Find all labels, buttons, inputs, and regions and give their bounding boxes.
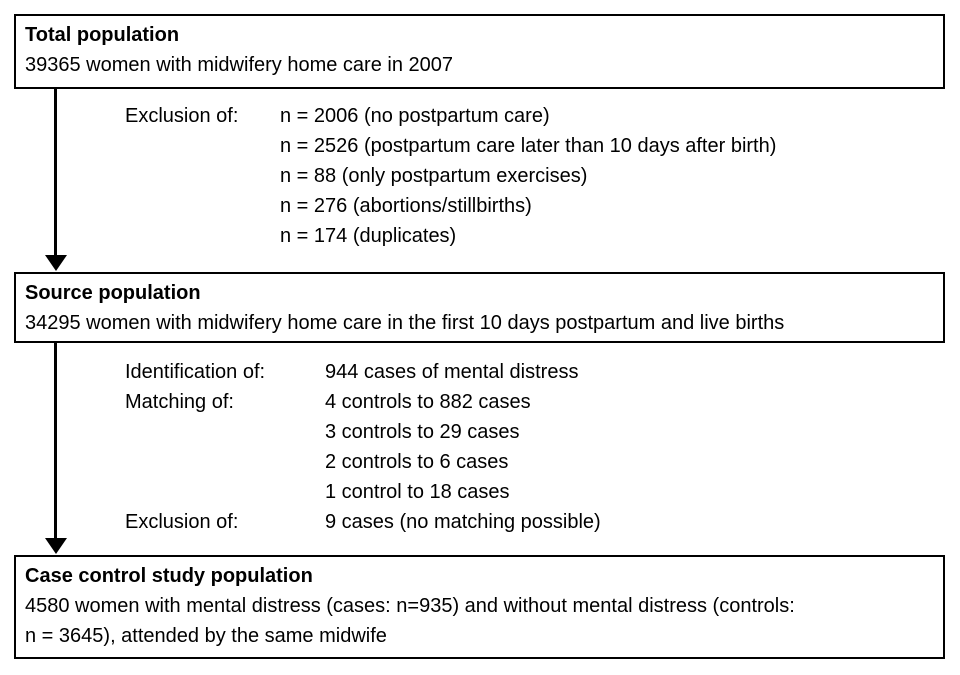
box-title: Total population <box>25 24 180 46</box>
box-body-line: 4580 women with mental distress (cases: … <box>25 595 795 617</box>
down-arrow-head-icon <box>45 255 67 271</box>
total-population-box: Total population 39365 women with midwif… <box>14 14 945 89</box>
matching-annotation-block: Identification of: 944 cases of mental d… <box>125 357 601 537</box>
annotation-label: Identification of: <box>125 361 266 383</box>
box-body-line: 39365 women with midwifery home care in … <box>25 54 453 76</box>
box-body-line: 34295 women with midwifery home care in … <box>25 312 785 334</box>
annotation-label <box>125 131 280 161</box>
annotation-label: Matching of: <box>125 391 234 413</box>
annotation-value: n = 276 (abortions/stillbirths) <box>280 195 532 217</box>
annotation-label <box>125 447 325 477</box>
exclusion-annotation-block: Exclusion of: n = 2006 (no postpartum ca… <box>125 101 776 251</box>
annotation-label <box>125 221 280 251</box>
box-body-line: n = 3645), attended by the same midwife <box>25 625 387 647</box>
down-arrow-head-icon <box>45 538 67 554</box>
case-control-population-box: Case control study population 4580 women… <box>14 555 945 659</box>
source-population-box: Source population 34295 women with midwi… <box>14 272 945 343</box>
annotation-value: 944 cases of mental distress <box>325 361 579 383</box>
annotation-value: 4 controls to 882 cases <box>325 391 531 413</box>
annotation-label: Exclusion of: <box>125 511 239 533</box>
annotation-value: n = 174 (duplicates) <box>280 225 457 247</box>
annotation-value: 2 controls to 6 cases <box>325 451 509 473</box>
annotation-label <box>125 191 280 221</box>
box-title: Case control study population <box>25 565 313 587</box>
annotation-value: 1 control to 18 cases <box>325 481 510 503</box>
box-title: Source population <box>25 282 201 304</box>
annotation-value: n = 88 (only postpartum exercises) <box>280 165 588 187</box>
down-arrow <box>45 342 67 554</box>
annotation-label <box>125 477 325 507</box>
annotation-value: 9 cases (no matching possible) <box>325 511 601 533</box>
down-arrow <box>45 88 67 271</box>
annotation-label <box>125 161 280 191</box>
down-arrow-stem <box>54 88 57 257</box>
down-arrow-stem <box>54 342 57 540</box>
annotation-label <box>125 417 325 447</box>
annotation-value: 3 controls to 29 cases <box>325 421 520 443</box>
annotation-label: Exclusion of: <box>125 105 239 127</box>
annotation-value: n = 2526 (postpartum care later than 10 … <box>280 135 777 157</box>
annotation-value: n = 2006 (no postpartum care) <box>280 105 550 127</box>
